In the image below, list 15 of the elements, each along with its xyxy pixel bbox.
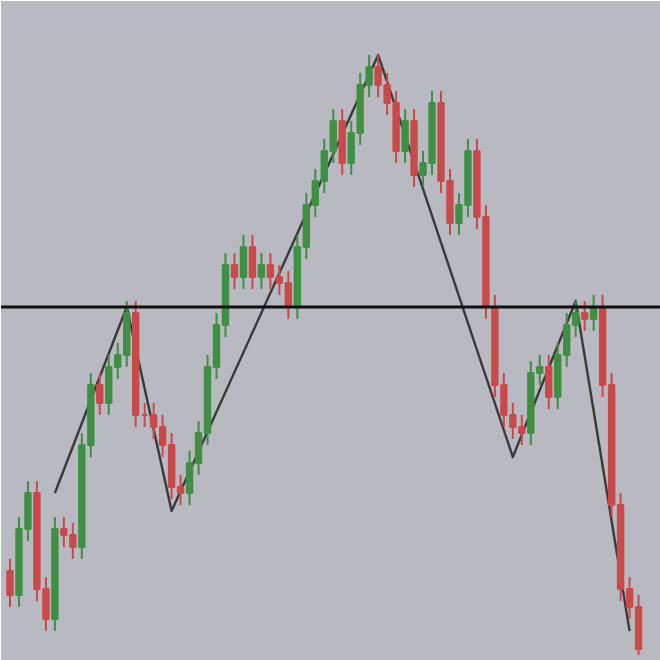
candlestick bbox=[96, 372, 104, 416]
candlestick bbox=[248, 234, 257, 290]
candlestick bbox=[401, 108, 409, 164]
candlestick bbox=[6, 558, 14, 608]
candlestick bbox=[257, 252, 266, 290]
candlestick bbox=[167, 432, 176, 500]
candlestick bbox=[105, 354, 113, 416]
candlestick bbox=[239, 234, 248, 290]
candlestick bbox=[230, 252, 239, 290]
candlestick bbox=[149, 402, 158, 440]
candlestick bbox=[580, 300, 589, 332]
candlestick bbox=[634, 594, 643, 656]
candlestick bbox=[266, 252, 275, 290]
candlestick bbox=[338, 108, 346, 176]
candlestick bbox=[545, 354, 553, 410]
